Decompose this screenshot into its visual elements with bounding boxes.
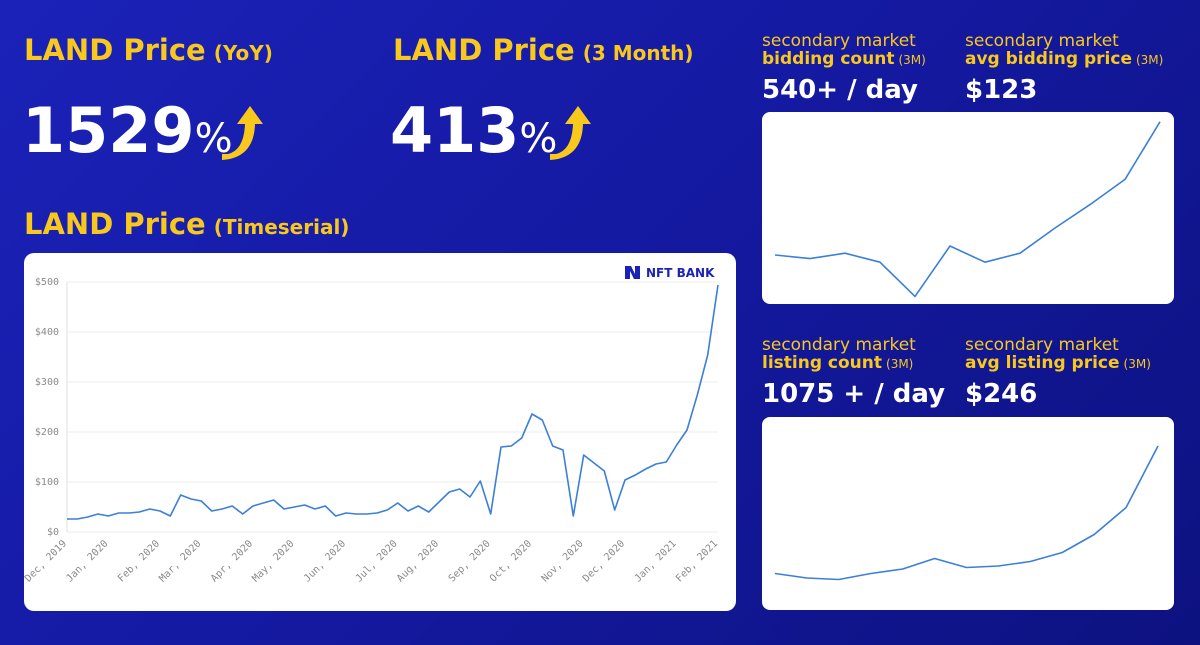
stat-value: 540+ / day — [762, 75, 918, 105]
headline-qualifier: (3 Month) — [583, 41, 694, 65]
stat-metric-name: avg bidding price — [965, 49, 1132, 69]
data-line — [67, 284, 719, 520]
stat-period: (3M) — [886, 357, 913, 371]
y-tick-label: $0 — [47, 527, 59, 538]
headline-value: 413% — [390, 94, 557, 167]
up-arrow — [222, 106, 263, 160]
up-arrow — [550, 106, 591, 160]
brand-name: NFT BANK — [646, 266, 715, 280]
chart-panel — [762, 112, 1174, 304]
stat-metric: avg listing price (3M) — [965, 353, 1151, 373]
y-tick-label: $400 — [35, 327, 59, 338]
stat-label: secondary market — [965, 31, 1119, 51]
stat-period: (3M) — [898, 53, 925, 67]
stat-metric: listing count (3M) — [762, 353, 913, 373]
stat-period: (3M) — [1124, 357, 1151, 371]
logo-icon — [625, 266, 640, 279]
headline-value: 1529% — [22, 94, 233, 167]
chart-subtitle: (Timeserial) — [214, 215, 350, 239]
stat-label: secondary market — [965, 335, 1119, 355]
data-line — [774, 121, 1161, 298]
y-tick-label: $300 — [35, 377, 59, 388]
chart-panel — [762, 417, 1174, 610]
stat-value: $123 — [965, 75, 1037, 105]
headline-number: 413 — [390, 94, 519, 167]
headline-title-text: LAND Price — [24, 33, 206, 67]
headline-title: LAND Price (YoY) — [24, 33, 273, 67]
stat-period: (3M) — [1136, 53, 1163, 67]
stat-label: secondary market — [762, 31, 916, 51]
stat-metric-name: listing count — [762, 353, 882, 373]
stat-label: secondary market — [762, 335, 916, 355]
chart-title: LAND Price (Timeserial) — [24, 207, 349, 241]
y-tick-label: $100 — [35, 477, 59, 488]
stat-value: $246 — [965, 379, 1037, 409]
y-tick-label: $500 — [35, 277, 59, 288]
stat-metric: avg bidding price (3M) — [965, 49, 1163, 69]
stat-value: 1075 + / day — [762, 379, 945, 409]
y-tick-label: $200 — [35, 427, 59, 438]
chart-title-text: LAND Price — [24, 207, 206, 241]
headline-qualifier: (YoY) — [214, 41, 273, 65]
stat-metric-name: bidding count — [762, 49, 894, 69]
headline-title-text: LAND Price — [393, 33, 575, 67]
headline-number: 1529 — [22, 94, 195, 167]
stat-metric: bidding count (3M) — [762, 49, 926, 69]
stat-metric-name: avg listing price — [965, 353, 1120, 373]
data-line — [774, 445, 1159, 581]
brand-logo: NFT BANK — [625, 266, 715, 280]
headline-title: LAND Price (3 Month) — [393, 33, 694, 67]
